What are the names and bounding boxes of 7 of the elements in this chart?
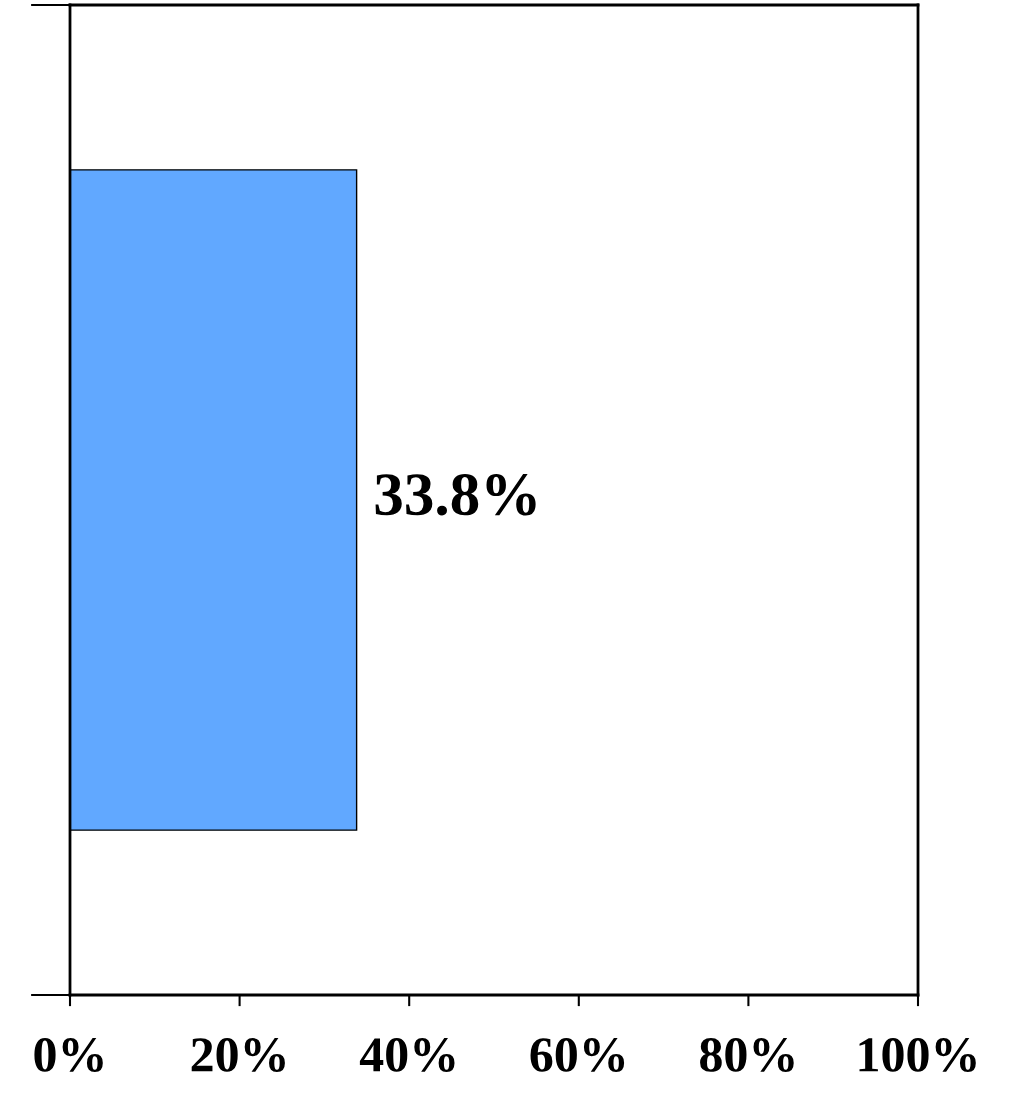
x-tick-label: 0% — [34, 1038, 103, 1073]
x-tick-label: 80% — [700, 1038, 794, 1073]
data-label: 33.8% — [375, 474, 536, 516]
x-tick-label: 100% — [859, 1038, 976, 1073]
x-tick-label: 60% — [530, 1038, 625, 1073]
x-tick-label: 20% — [191, 1038, 285, 1073]
x-tick-label: 40% — [359, 1038, 455, 1073]
